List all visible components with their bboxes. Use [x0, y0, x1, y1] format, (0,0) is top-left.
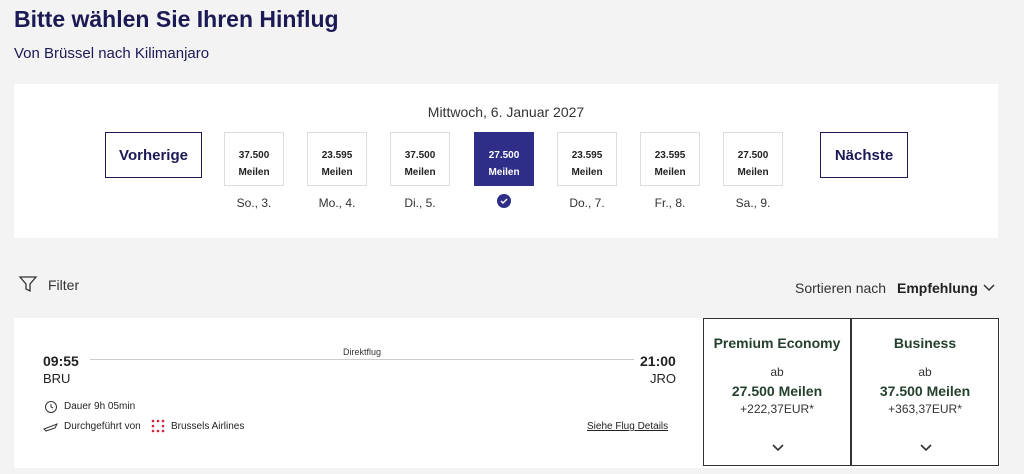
tile-unit: Meilen	[571, 167, 603, 178]
airline: Brussels Airlines	[171, 421, 245, 432]
arrive-time: 21:00	[640, 353, 676, 369]
day-label: Sa., 9.	[735, 196, 771, 210]
fare-chevron	[772, 444, 784, 452]
date-tile[interactable]: 37.500 Meilen	[224, 132, 284, 186]
sort-label: Sortieren nach	[795, 280, 887, 296]
date-tile[interactable]: 37.500 Meilen	[390, 132, 450, 186]
fare-chevron	[920, 444, 932, 452]
tile-unit: Meilen	[404, 167, 436, 178]
next-button[interactable]: Nächste	[820, 132, 908, 178]
operated-by: Durchgeführt von	[64, 421, 141, 432]
flight-card: 09:55 BRU 21:00 JRO Direktflug Dauer 9h …	[14, 318, 1000, 468]
date-tile[interactable]: 23.595 Meilen	[557, 132, 617, 186]
filter-icon	[18, 276, 38, 293]
tile-unit: Meilen	[737, 167, 769, 178]
date-tile[interactable]: 23.595 Meilen	[307, 132, 367, 186]
clock-icon	[45, 401, 57, 413]
subtitle: Von Brüssel nach Kilimanjaro	[14, 45, 210, 62]
tile-price: 27.500	[737, 150, 769, 161]
fare-price: +363,37EUR*	[888, 402, 962, 416]
route-line	[90, 359, 634, 360]
tile-unit: Meilen	[321, 167, 353, 178]
date-tile[interactable]: 27.500 Meilen	[474, 132, 534, 186]
depart-airport: BRU	[43, 371, 71, 386]
tile-price: 23.595	[654, 150, 686, 161]
fare-name: Business	[893, 335, 957, 351]
fare-name: Premium Economy	[713, 335, 841, 351]
sort-chevron	[983, 284, 995, 292]
airline-logo	[151, 419, 165, 433]
filter-label: Filter	[48, 277, 80, 293]
day-label: So., 3.	[236, 196, 272, 210]
fare-from: ab	[918, 365, 932, 379]
date-tile[interactable]: 23.595 Meilen	[640, 132, 700, 186]
sort-value[interactable]: Empfehlung	[897, 280, 978, 296]
tile-unit: Meilen	[238, 167, 270, 178]
details-link[interactable]: Siehe Flug Details	[587, 421, 669, 432]
tile-unit: Meilen	[654, 167, 686, 178]
tile-price: 27.500	[488, 150, 520, 161]
flight-type: Direktflug	[342, 347, 381, 357]
prev-button[interactable]: Vorherige	[105, 132, 202, 178]
arrive-airport: JRO	[650, 371, 676, 386]
tile-price: 23.595	[571, 150, 603, 161]
day-label: Di., 5.	[404, 196, 436, 210]
fare-from: ab	[770, 365, 784, 379]
tile-unit: Meilen	[488, 167, 520, 178]
fare-option[interactable]: Business ab 37.500 Meilen +363,37EUR*	[851, 318, 999, 466]
fare-price: +222,37EUR*	[740, 402, 814, 416]
plane-icon	[43, 423, 59, 432]
day-label: Fr., 8.	[654, 196, 686, 210]
fare-option[interactable]: Premium Economy ab 27.500 Meilen +222,37EUR…	[703, 318, 851, 466]
date-panel: Mittwoch, 6. Januar 2027 Vorherige Nächs…	[14, 84, 998, 238]
fare-miles: 27.500 Meilen	[731, 383, 823, 399]
day-label: Mo., 4.	[318, 196, 356, 210]
page-title: Bitte wählen Sie Ihren Hinflug	[14, 6, 339, 32]
tile-price: 37.500	[238, 150, 270, 161]
selected-check	[497, 194, 511, 208]
fare-miles: 37.500 Meilen	[879, 383, 971, 399]
day-label: Do., 7.	[569, 196, 605, 210]
tile-price: 37.500	[404, 150, 436, 161]
depart-time: 09:55	[43, 353, 79, 369]
tile-price: 23.595	[321, 150, 353, 161]
date-tile[interactable]: 27.500 Meilen	[723, 132, 783, 186]
duration: Dauer 9h 05min	[64, 401, 136, 412]
current-date: Mittwoch, 6. Januar 2027	[427, 104, 585, 120]
